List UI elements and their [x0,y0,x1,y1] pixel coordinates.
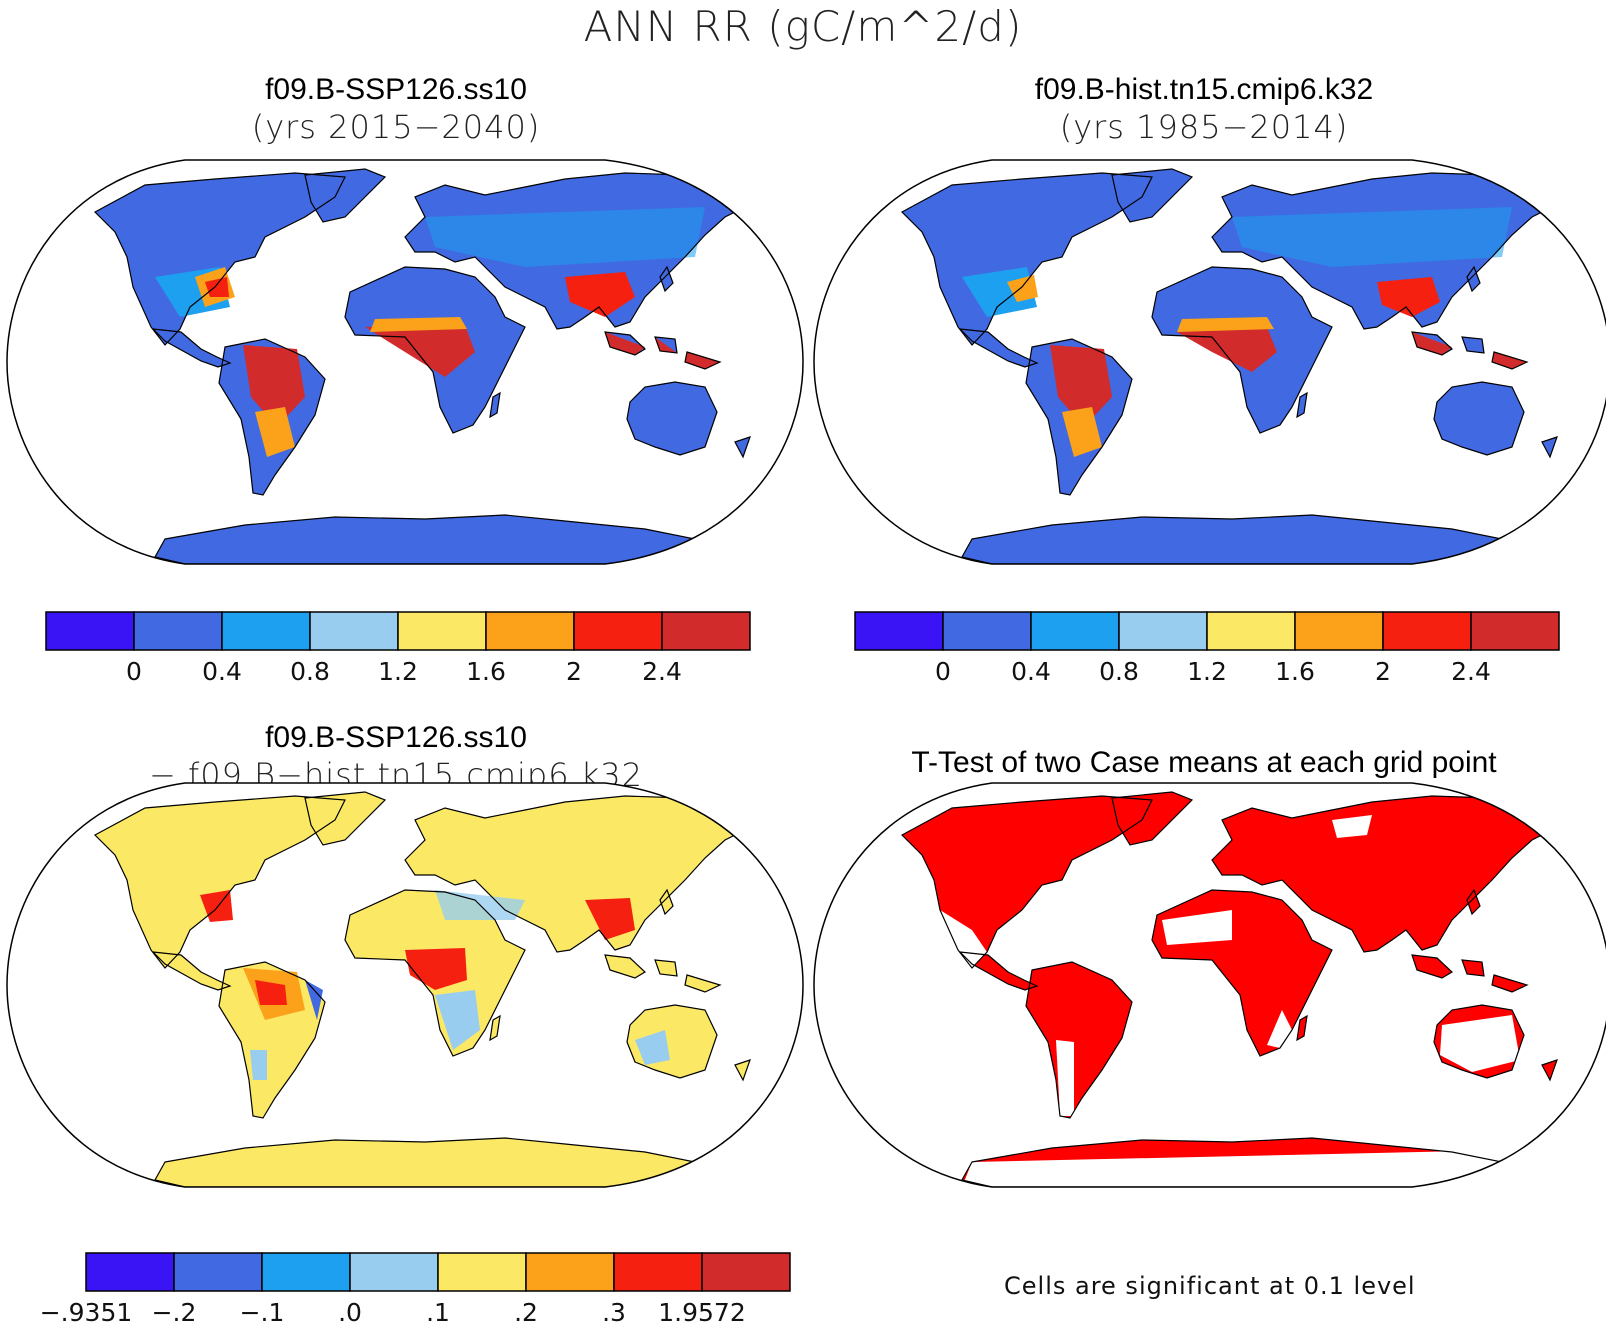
panel1-colorbar-label: 0.8 [290,657,330,686]
panel1-colorbar-box-2 [221,611,311,651]
significance-note: Cells are significant at 0.1 level [1004,1272,1416,1300]
panel3-colorbar-box-1 [173,1252,263,1292]
panel2-colorbar-label: 2.4 [1451,657,1491,686]
panel3-map [6,782,804,1188]
panel1-colorbar-label: 2 [566,657,582,686]
panel1-colorbar-label: 1.2 [378,657,418,686]
panel2-title: f09.B-hist.tn15.cmip6.k32 [1034,73,1374,106]
panel3-colorbar-label: 1.9572 [658,1298,745,1323]
panel2-colorbar-box-1 [942,611,1032,651]
panel2-colorbar-box-5 [1294,611,1384,651]
panel2-colorbar-label: 0 [935,657,951,686]
panel3-colorbar-label: −.1 [240,1298,285,1323]
panel4-title: T-Test of two Case means at each grid po… [911,746,1497,779]
panel1-colorbar-label: 0.4 [202,657,242,686]
panel2-colorbar-label: 0.8 [1099,657,1139,686]
panel2-colorbar-box-2 [1030,611,1120,651]
panel2-colorbar-label: 2 [1375,657,1391,686]
panel1-colorbar-box-6 [573,611,663,651]
main-title: ANN RR (gC/m^2/d) [583,2,1023,51]
panel3-colorbar-box-6 [613,1252,703,1292]
panel2-colorbar-box-3 [1118,611,1208,651]
panel3-colorbar-label: .1 [426,1298,450,1323]
panel1-title-block: f09.B-SSP126.ss10 (yrs 2015−2040) [0,72,796,146]
panel3-colorbar: −.9351 −.2 −.1 .0 .1 .2 .3 1.9572 [40,1252,791,1323]
panel2-colorbar-label: 1.6 [1275,657,1315,686]
panel4-nonsig-regions [940,815,1520,1187]
panel2-colorbar: 0 0.4 0.8 1.2 1.6 2 2.4 [854,611,1560,686]
panel2-subtitle: (yrs 1985−2014) [1059,108,1349,146]
panel1-colorbar-label: 0 [126,657,142,686]
panel3-colorbar-label: −.2 [152,1298,197,1323]
panel1-colorbar-box-4 [397,611,487,651]
panel2-colorbar-box-0 [854,611,944,651]
panel1-title: f09.B-SSP126.ss10 [265,73,527,106]
panel3-colorbar-box-0 [85,1252,175,1292]
panel2-colorbar-label: 1.2 [1187,657,1227,686]
panel3-colorbar-label: .0 [338,1298,362,1323]
panel2-hotspots [962,207,1527,457]
panel1-colorbar-box-7 [661,611,751,651]
panel3-colorbar-box-4 [437,1252,527,1292]
panel1-map [6,159,804,565]
panel3-colorbar-box-7 [701,1252,791,1292]
panel4-map [813,782,1606,1188]
panel3-colorbar-box-3 [349,1252,439,1292]
panel1-colorbar-box-3 [309,611,399,651]
panel1-colorbar-box-0 [45,611,135,651]
panel1-hotspots [155,207,720,457]
panel3-colorbar-label: −.9351 [40,1298,133,1323]
panel3-colorbar-box-2 [261,1252,351,1292]
panel1-colorbar: 0 0.4 0.8 1.2 1.6 2 2.4 [45,611,751,686]
panel1-colorbar-box-1 [133,611,223,651]
panel2-map [813,159,1606,565]
panel2-colorbar-label: 0.4 [1011,657,1051,686]
panel2-colorbar-box-7 [1470,611,1560,651]
panel2-title-block: f09.B-hist.tn15.cmip6.k32 (yrs 1985−2014… [804,72,1604,146]
panel3-title: f09.B-SSP126.ss10 [265,721,527,754]
panel1-subtitle: (yrs 2015−2040) [251,108,541,146]
panel2-colorbar-box-4 [1206,611,1296,651]
panel1-colorbar-label: 1.6 [466,657,506,686]
panel1-colorbar-label: 2.4 [642,657,682,686]
panel4-title-block: T-Test of two Case means at each grid po… [804,745,1604,781]
panel3-colorbar-label: .3 [602,1298,626,1323]
panel1-colorbar-box-5 [485,611,575,651]
panel3-colorbar-box-5 [525,1252,615,1292]
panel2-colorbar-box-6 [1382,611,1472,651]
panel3-colorbar-label: .2 [514,1298,538,1323]
